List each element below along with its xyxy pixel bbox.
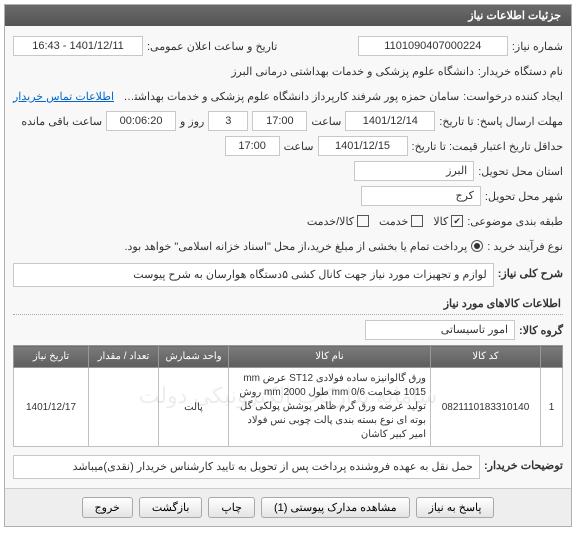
need-no-label: شماره نیاز: [512,40,563,53]
sell-type-radio[interactable] [471,240,483,252]
category-group: کالا خدمت کالا/خدمت [307,215,463,228]
col-code: کد کالا [431,346,541,368]
buyer-value: دانشگاه علوم پزشکی و خدمات بهداشتی درمان… [13,65,474,78]
city-value: کرج [361,186,481,206]
cell-qty [89,368,159,447]
exit-button[interactable]: خروج [82,497,133,518]
category-service-label: خدمت [379,215,408,228]
buyer-notes-text: حمل نقل به عهده فروشنده پرداخت پس از تحو… [13,455,480,479]
announce-date-label: تاریخ و ساعت اعلان عمومی: [147,40,277,53]
validity-label: حداقل تاریخ اعتبار قیمت: تا تاریخ: [412,140,563,153]
validity-date-value: 1401/12/15 [318,136,408,156]
province-label: استان محل تحویل: [478,165,563,178]
category-goods-service-checkbox[interactable] [357,215,369,227]
item-group-value: امور تاسیساتی [365,320,515,340]
sell-type-label: نوع فرآیند خرید : [487,240,563,253]
remaining-label: ساعت باقی مانده [21,115,102,128]
col-row [541,346,563,368]
attachments-button[interactable]: مشاهده مدارک پیوستی (1) [261,497,410,518]
countdown-value: 00:06:20 [106,111,176,131]
validity-time-value: 17:00 [225,136,280,156]
need-summary-label: شرح کلی نیاز: [498,263,563,280]
table-header-row: کد کالا نام کالا واحد شمارش تعداد / مقدا… [14,346,563,368]
buyer-contact-link[interactable]: اطلاعات تماس خریدار [13,90,114,103]
days-value: 3 [208,111,248,131]
need-no-value: 1101090407000224 [358,36,508,56]
requester-label: ایجاد کننده درخواست: [463,90,563,103]
buyer-notes-label: توضیحات خریدار: [484,455,563,472]
cell-code: 0821110183310140 [431,368,541,447]
print-button[interactable]: چاپ [208,497,255,518]
deadline-time-label: ساعت [311,115,341,128]
cell-name: ورق گالوانیزه ساده فولادی ST12 عرض mm 10… [229,368,431,447]
deadline-label: مهلت ارسال پاسخ: تا تاریخ: [439,115,563,128]
item-group-label: گروه کالا: [519,324,563,337]
category-goods-checkbox[interactable] [451,215,463,227]
footer-buttons: پاسخ به نیاز مشاهده مدارک پیوستی (1) چاپ… [5,488,571,526]
col-date: تاریخ نیاز [14,346,89,368]
need-details-panel: جزئیات اطلاعات نیاز شماره نیاز: 11010904… [4,4,572,527]
cell-date: 1401/12/17 [14,368,89,447]
panel-header: جزئیات اطلاعات نیاز [5,5,571,26]
requester-value: سامان حمزه پور شرفند کارپرداز دانشگاه عل… [118,90,459,103]
need-summary-text: لوازم و تجهیزات مورد نیاز جهت کانال کشی … [13,263,494,287]
col-name: نام کالا [229,346,431,368]
province-value: البرز [354,161,474,181]
col-qty: تعداد / مقدار [89,346,159,368]
respond-button[interactable]: پاسخ به نیاز [416,497,495,518]
category-goods-label: کالا [433,215,448,228]
col-unit: واحد شمارش [159,346,229,368]
buyer-label: نام دستگاه خریدار: [478,65,563,78]
city-label: شهر محل تحویل: [485,190,563,203]
items-table-wrapper: کد کالا نام کالا واحد شمارش تعداد / مقدا… [13,345,563,447]
cell-idx: 1 [541,368,563,447]
deadline-time-value: 17:00 [252,111,307,131]
items-section-title: اطلاعات کالاهای مورد نیاز [13,293,563,315]
category-label: طبقه بندی موضوعی: [467,215,563,228]
sell-type-note: پرداخت تمام یا بخشی از مبلغ خرید،از محل … [13,240,467,253]
announce-date-value: 1401/12/11 - 16:43 [13,36,143,56]
items-table: کد کالا نام کالا واحد شمارش تعداد / مقدا… [13,345,563,447]
deadline-date-value: 1401/12/14 [345,111,435,131]
back-button[interactable]: بازگشت [139,497,203,518]
cell-unit: پالت [159,368,229,447]
form-area: شماره نیاز: 1101090407000224 تاریخ و ساع… [5,26,571,488]
validity-time-label: ساعت [284,140,314,153]
table-row[interactable]: 1 0821110183310140 ورق گالوانیزه ساده فو… [14,368,563,447]
days-and-label: روز و [180,115,204,128]
category-goods-service-label: کالا/خدمت [307,215,354,228]
category-service-checkbox[interactable] [411,215,423,227]
